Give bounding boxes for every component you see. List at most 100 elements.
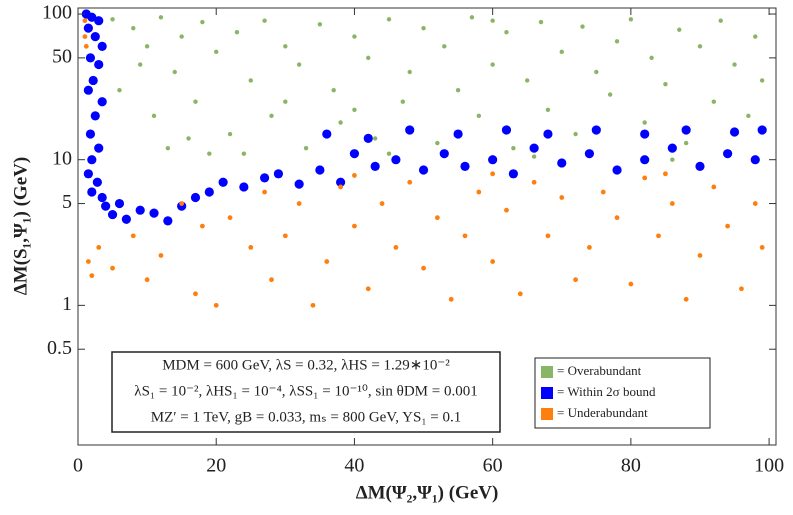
point (94, 59, 104, 70)
point (545, 107, 551, 113)
point (338, 184, 344, 190)
point (239, 182, 249, 192)
point (391, 155, 401, 165)
point (490, 62, 495, 67)
point (504, 30, 509, 35)
point (322, 129, 332, 139)
point (262, 18, 267, 23)
point (614, 39, 620, 44)
point (490, 259, 496, 264)
point (121, 214, 131, 224)
point (488, 155, 498, 165)
point (490, 18, 495, 23)
point (732, 62, 737, 67)
point (725, 223, 731, 229)
point (663, 171, 668, 177)
point (718, 18, 723, 23)
point (214, 49, 219, 55)
annotation-line: MZ′ = 1 TeV, gB = 0.033, mₛ = 800 GeV, Y… (151, 409, 462, 425)
point (439, 149, 449, 159)
point (667, 143, 677, 153)
point (591, 125, 601, 135)
point (137, 62, 143, 67)
point (82, 34, 88, 39)
point (269, 277, 274, 283)
point (460, 161, 470, 171)
point (172, 69, 177, 75)
point (144, 277, 150, 283)
point (190, 192, 201, 203)
x-tick-label: 100 (754, 455, 784, 477)
point (531, 154, 537, 159)
point (559, 49, 564, 55)
point (283, 44, 288, 49)
point (131, 25, 136, 31)
annotation-line: MDM = 600 GeV, λS = 0.32, λHS = 1.29∗10⁻… (162, 357, 450, 373)
legend-label: = Within 2σ bound (557, 384, 656, 399)
point (697, 44, 703, 49)
point (96, 244, 102, 250)
point (594, 69, 599, 75)
point (739, 286, 744, 292)
point (453, 129, 463, 139)
point (421, 25, 426, 31)
y-tick-label: 100 (42, 2, 72, 24)
point (711, 99, 717, 104)
y-tick-label: 1 (62, 293, 72, 315)
point (711, 184, 717, 190)
point (135, 205, 145, 215)
point (363, 133, 373, 144)
point (584, 149, 595, 159)
point (757, 125, 767, 135)
point (218, 177, 228, 187)
x-axis-label: ΔM(Ψ₂,Ψ₁) (GeV) (356, 482, 499, 503)
legend-label: = Overabundant (557, 363, 642, 378)
point (469, 15, 475, 20)
point (587, 244, 592, 250)
point (628, 17, 634, 22)
point (352, 223, 357, 229)
x-tick-label: 80 (621, 455, 641, 477)
point (97, 192, 107, 203)
point (508, 169, 518, 179)
point (149, 208, 159, 218)
point (573, 277, 578, 283)
point (759, 78, 765, 83)
point (165, 145, 171, 151)
point (179, 34, 184, 39)
point (315, 165, 325, 175)
point (310, 302, 316, 308)
point (677, 27, 682, 32)
y-axis-label: ΔM(S₁,Ψ₁) (GeV) (10, 157, 31, 295)
y-tick-label: 10 (52, 147, 72, 169)
point (163, 216, 173, 226)
point (386, 17, 392, 22)
point (490, 171, 496, 177)
point (366, 55, 371, 61)
point (640, 129, 650, 139)
point (723, 149, 733, 159)
point (573, 131, 578, 137)
point (752, 201, 758, 206)
point (640, 155, 650, 165)
point (349, 149, 360, 159)
point (600, 189, 606, 195)
y-tick-label: 5 (62, 191, 72, 213)
point (529, 143, 539, 153)
point (336, 177, 346, 187)
legend-label: = Underabundant (557, 405, 648, 420)
point (434, 215, 440, 221)
point (83, 169, 93, 179)
point (435, 140, 440, 146)
point (386, 151, 392, 156)
point (393, 244, 399, 250)
point (538, 19, 544, 25)
point (282, 233, 288, 239)
annotation-box (111, 351, 501, 433)
point (248, 244, 254, 250)
point (193, 291, 198, 297)
point (90, 111, 100, 121)
point (317, 22, 323, 27)
point (628, 281, 634, 287)
point (179, 201, 185, 206)
